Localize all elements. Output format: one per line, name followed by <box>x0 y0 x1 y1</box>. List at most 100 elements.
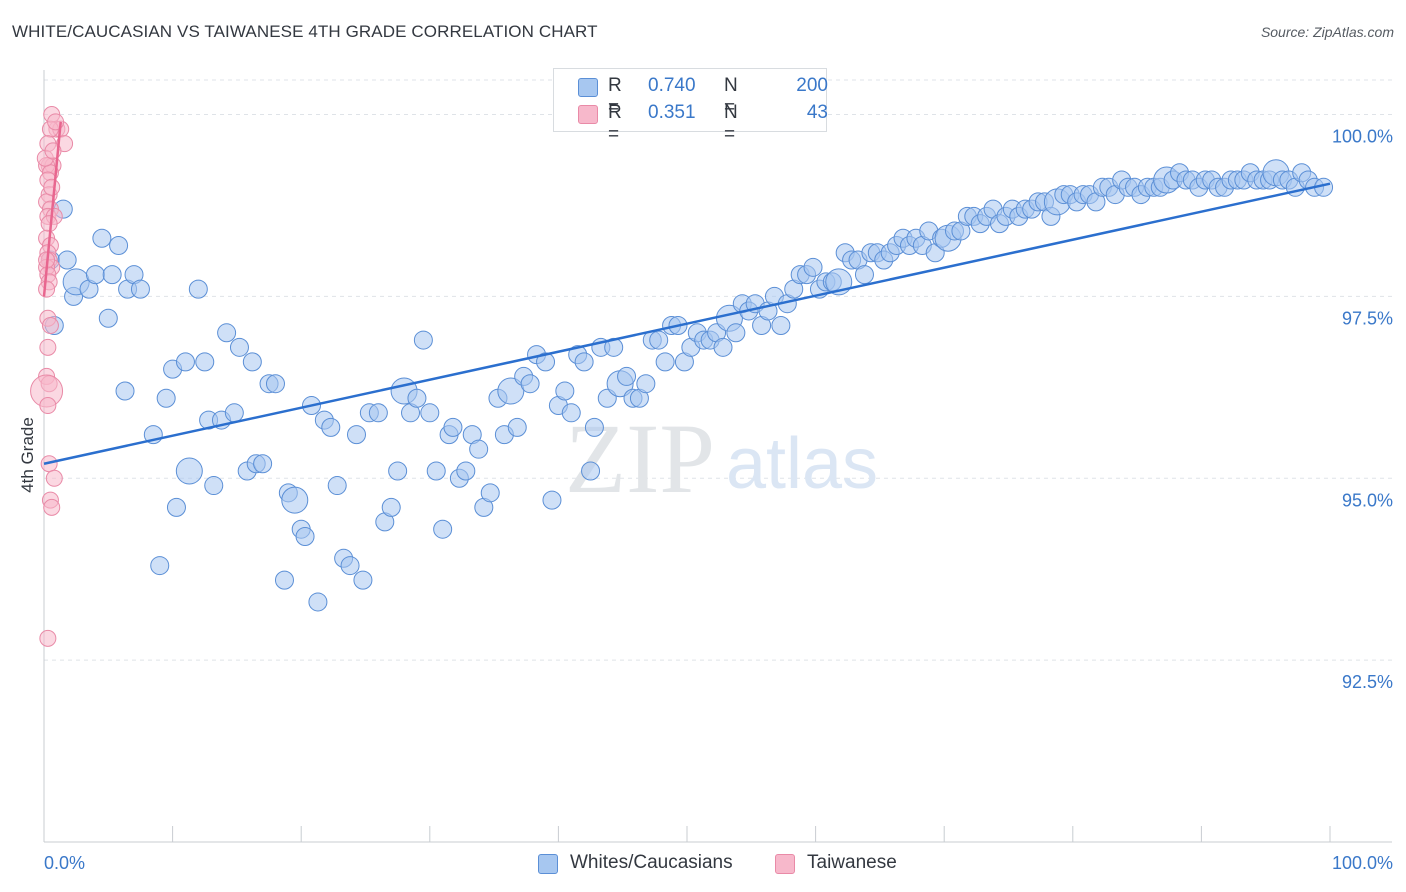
legend-r-value: 0.351 <box>648 102 696 123</box>
data-point-whites <box>420 403 440 423</box>
data-point-taiwanese <box>39 338 57 356</box>
data-point-whites <box>156 388 176 408</box>
data-point-whites <box>188 279 208 299</box>
trend-line-taiwanese <box>42 121 62 297</box>
data-point-whites <box>92 228 112 248</box>
data-point-whites <box>655 352 675 372</box>
legend-n-label: N = <box>724 102 738 145</box>
data-point-whites <box>469 439 489 459</box>
watermark-zip: ZIP <box>565 403 715 514</box>
legend-swatch-taiwanese <box>578 105 598 124</box>
data-point-whites <box>150 556 170 576</box>
data-point-whites <box>426 461 446 481</box>
watermark: ZIP atlas <box>565 403 878 514</box>
data-point-whites <box>388 461 408 481</box>
y-axis-labels: 100.0% 97.5% 95.0% 92.5% <box>1332 127 1393 693</box>
data-point-whites <box>281 486 309 514</box>
bottom-legend-swatch-taiwanese <box>775 854 795 874</box>
data-point-taiwanese <box>41 317 59 335</box>
data-point-taiwanese <box>39 629 57 647</box>
data-point-whites <box>497 377 525 405</box>
data-point-whites <box>327 476 347 496</box>
data-point-whites <box>561 403 581 423</box>
data-point-whites <box>604 337 624 357</box>
data-point-whites <box>536 352 556 372</box>
data-point-whites <box>407 388 427 408</box>
source-label: Source: ZipAtlas.com <box>1260 24 1394 40</box>
data-point-whites <box>636 374 656 394</box>
data-point-whites <box>204 476 224 496</box>
data-point-whites <box>480 483 500 503</box>
trend-lines <box>42 121 1331 465</box>
data-point-whites <box>98 308 118 328</box>
data-point-whites <box>353 570 373 590</box>
watermark-atlas: atlas <box>726 424 878 504</box>
data-point-whites <box>381 497 401 517</box>
series-whites-points <box>40 159 1334 612</box>
legend-n-label: N = <box>724 75 738 118</box>
data-point-whites <box>321 417 341 437</box>
data-point-taiwanese <box>40 215 58 233</box>
data-point-whites <box>413 330 433 350</box>
data-point-taiwanese <box>43 178 61 196</box>
data-point-whites <box>175 457 203 485</box>
data-point-whites <box>803 257 823 277</box>
legend-r-label: R = <box>608 102 622 145</box>
data-point-whites <box>581 461 601 481</box>
data-point-whites <box>368 403 388 423</box>
data-point-taiwanese <box>45 469 63 487</box>
data-point-whites <box>217 323 237 343</box>
legend-n-value: 43 <box>806 102 828 123</box>
stats-legend: R = 0.740 N = 200 R = 0.351 N = 43 <box>553 68 828 145</box>
bottom-legend-label-whites: Whites/Caucasians <box>570 852 733 873</box>
data-point-whites <box>520 374 540 394</box>
data-point-taiwanese <box>43 498 61 516</box>
data-point-whites <box>649 330 669 350</box>
legend-swatch-whites <box>578 78 598 97</box>
series-taiwanese-points <box>30 106 74 647</box>
chart-title: WHITE/CAUCASIAN VS TAIWANESE 4TH GRADE C… <box>12 22 598 41</box>
data-point-whites <box>166 497 186 517</box>
bottom-legend-swatch-whites <box>538 854 558 874</box>
trend-line-whites <box>43 182 1331 465</box>
bottom-legend-label-taiwanese: Taiwanese <box>807 852 897 873</box>
data-point-whites <box>555 381 575 401</box>
y-tick-label: 100.0% <box>1332 127 1393 147</box>
data-point-whites <box>295 526 315 546</box>
data-point-whites <box>195 352 215 372</box>
data-point-taiwanese <box>38 280 56 298</box>
data-point-taiwanese <box>39 397 57 415</box>
data-point-whites <box>229 337 249 357</box>
data-point-whites <box>242 352 262 372</box>
y-tick-label: 95.0% <box>1342 490 1393 510</box>
data-point-whites <box>253 454 273 474</box>
data-point-whites <box>713 337 733 357</box>
data-point-whites <box>443 417 463 437</box>
data-point-whites <box>57 250 77 270</box>
data-point-whites <box>175 352 195 372</box>
data-point-whites <box>726 323 746 343</box>
data-point-whites <box>507 417 527 437</box>
data-point-whites <box>85 265 105 285</box>
data-point-whites <box>308 592 328 612</box>
data-point-whites <box>617 366 637 386</box>
data-point-whites <box>456 461 476 481</box>
data-point-whites <box>130 279 150 299</box>
data-point-whites <box>115 381 135 401</box>
data-point-whites <box>854 265 874 285</box>
data-point-whites <box>542 490 562 510</box>
data-point-whites <box>574 352 594 372</box>
data-point-whites <box>109 235 129 255</box>
y-tick-label: 97.5% <box>1342 308 1393 328</box>
data-point-whites <box>265 374 285 394</box>
data-point-whites <box>274 570 294 590</box>
grid-lines <box>44 79 1392 661</box>
data-point-whites <box>771 316 791 336</box>
y-tick-label: 92.5% <box>1342 672 1393 692</box>
legend-r-label: R = <box>608 75 622 118</box>
data-point-whites <box>224 403 244 423</box>
data-point-whites <box>433 519 453 539</box>
data-point-whites <box>584 417 604 437</box>
data-point-whites <box>346 425 366 445</box>
